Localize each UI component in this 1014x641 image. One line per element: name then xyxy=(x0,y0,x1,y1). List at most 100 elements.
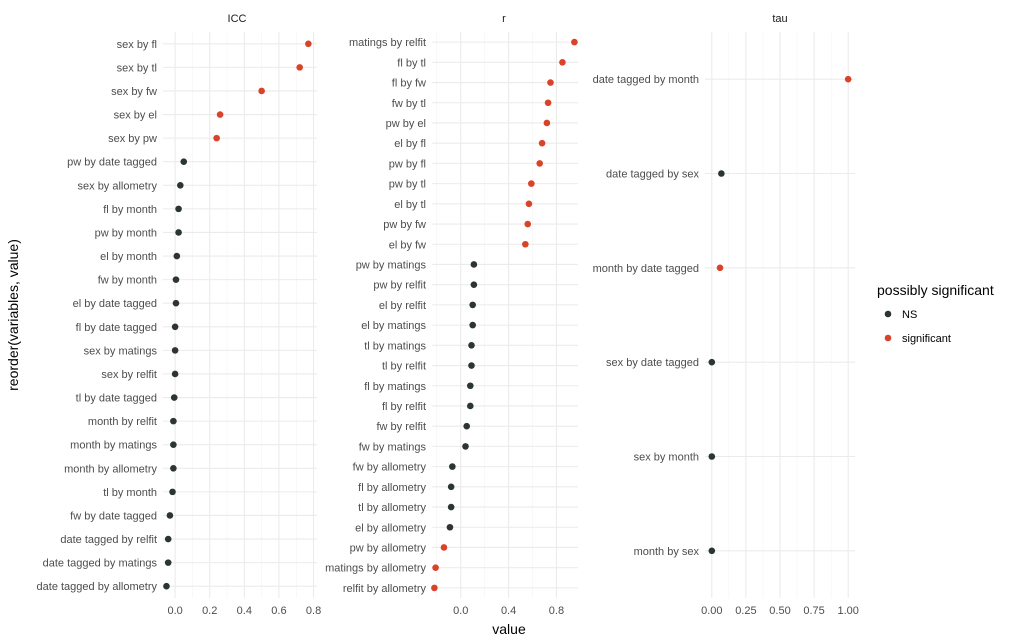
x-tick-label: 0.4 xyxy=(237,605,252,617)
data-point-significant xyxy=(525,200,533,208)
facet-strip-label: ICC xyxy=(228,13,247,25)
y-axis-title: reorder(variables, value) xyxy=(5,239,21,391)
x-tick-label: 0.00 xyxy=(701,605,722,617)
data-point-significant xyxy=(844,75,852,83)
y-category-label: sex by tl xyxy=(117,62,157,74)
y-category-label: sex by el xyxy=(114,110,157,122)
data-point-ns xyxy=(449,463,456,470)
legend-label: NS xyxy=(902,309,917,321)
data-point-significant xyxy=(544,99,552,107)
data-point-ns xyxy=(468,362,475,369)
y-category-label: fl by month xyxy=(103,204,157,216)
y-category-label: date tagged by allometry xyxy=(37,581,158,593)
y-category-label: sex by matings xyxy=(84,345,158,357)
x-tick-label: 0.8 xyxy=(549,605,564,617)
data-point-significant xyxy=(536,160,544,167)
y-category-label: fl by allometry xyxy=(358,482,426,494)
data-point-significant xyxy=(522,240,529,248)
data-point-ns xyxy=(169,488,176,496)
data-point-ns xyxy=(468,342,475,349)
data-point-ns xyxy=(463,422,471,430)
y-category-label: fw by month xyxy=(98,275,157,287)
data-point-significant xyxy=(543,119,551,127)
y-category-label: relfit by allometry xyxy=(343,583,427,595)
y-category-label: fl by fw xyxy=(392,78,426,90)
legend: possibly significant NS significant xyxy=(877,282,994,345)
x-tick-label: 0.0 xyxy=(453,605,468,617)
y-category-label: matings by allometry xyxy=(325,563,426,575)
y-category-label: el by date tagged xyxy=(73,298,157,310)
data-point-ns xyxy=(170,464,177,472)
data-point-ns xyxy=(708,547,716,555)
x-tick-label: 0.75 xyxy=(803,605,824,617)
y-category-label: sex by relfit xyxy=(101,369,157,381)
y-category-label: tl by relfit xyxy=(382,361,426,373)
y-category-label: tl by matings xyxy=(364,340,426,352)
data-point-significant xyxy=(559,59,566,66)
y-category-label: sex by date tagged xyxy=(606,357,699,369)
x-tick-label: 0.4 xyxy=(501,605,516,617)
y-category-label: el by matings xyxy=(361,320,426,332)
y-category-label: pw by allometry xyxy=(350,542,427,554)
y-category-label: pw by matings xyxy=(356,259,427,271)
data-point-ns xyxy=(470,281,478,288)
y-category-label: sex by fl xyxy=(117,39,157,51)
data-point-ns xyxy=(170,394,178,401)
data-point-ns xyxy=(171,323,179,331)
data-point-ns xyxy=(462,443,469,450)
x-tick-label: 0.2 xyxy=(202,605,217,617)
data-point-ns xyxy=(466,402,474,410)
y-category-label: fw by date tagged xyxy=(70,510,157,522)
data-point-ns xyxy=(166,512,174,519)
x-tick-label: 0.8 xyxy=(306,605,321,617)
data-point-ns xyxy=(470,261,478,268)
y-category-label: sex by month xyxy=(634,452,699,464)
data-point-significant xyxy=(213,134,220,142)
y-category-label: pw by date tagged xyxy=(67,157,157,169)
y-category-label: pw by month xyxy=(95,227,157,239)
y-category-label: fl by matings xyxy=(364,381,426,393)
data-point-significant xyxy=(528,180,535,187)
y-category-label: month by allometry xyxy=(64,463,157,475)
data-point-significant xyxy=(296,64,303,71)
y-category-label: fw by matings xyxy=(359,441,427,453)
legend-key-significant xyxy=(884,334,892,342)
x-tick-label: 0.25 xyxy=(735,605,756,617)
y-category-label: month by matings xyxy=(70,440,157,452)
data-point-ns xyxy=(175,229,182,236)
legend-label: significant xyxy=(902,333,951,345)
data-point-significant xyxy=(216,111,224,118)
y-category-label: el by tl xyxy=(394,199,426,211)
y-category-label: pw by fl xyxy=(389,158,426,170)
x-axis-title: value xyxy=(492,621,526,637)
data-point-ns xyxy=(447,503,455,511)
y-category-label: fl by date tagged xyxy=(76,322,157,334)
y-category-label: el by fl xyxy=(394,138,426,150)
y-category-label: el by relfit xyxy=(379,300,426,312)
data-point-ns xyxy=(469,321,476,329)
data-point-significant xyxy=(432,564,439,571)
data-point-ns xyxy=(172,299,180,307)
y-category-label: month by date tagged xyxy=(593,263,699,275)
y-category-label: matings by relfit xyxy=(349,37,426,49)
y-category-label: sex by pw xyxy=(108,133,157,145)
data-point-ns xyxy=(718,170,725,177)
data-point-ns xyxy=(173,252,181,260)
y-category-label: tl by date tagged xyxy=(76,393,157,405)
y-category-label: fw by tl xyxy=(392,98,426,110)
data-point-significant xyxy=(440,544,448,551)
data-point-significant xyxy=(305,40,312,48)
y-category-label: sex by fw xyxy=(111,86,157,98)
y-category-label: el by month xyxy=(100,251,157,263)
data-point-ns xyxy=(447,483,455,491)
y-category-label: fw by relfit xyxy=(376,421,426,433)
data-point-ns xyxy=(171,370,179,378)
x-tick-label: 0.6 xyxy=(271,605,286,617)
y-category-label: el by allometry xyxy=(355,522,426,534)
data-point-ns xyxy=(177,181,184,189)
data-point-significant xyxy=(538,139,546,147)
facet-strip-label: tau xyxy=(772,13,787,25)
y-category-label: date tagged by month xyxy=(593,74,699,86)
data-point-ns xyxy=(170,417,177,425)
legend-title: possibly significant xyxy=(877,282,994,298)
